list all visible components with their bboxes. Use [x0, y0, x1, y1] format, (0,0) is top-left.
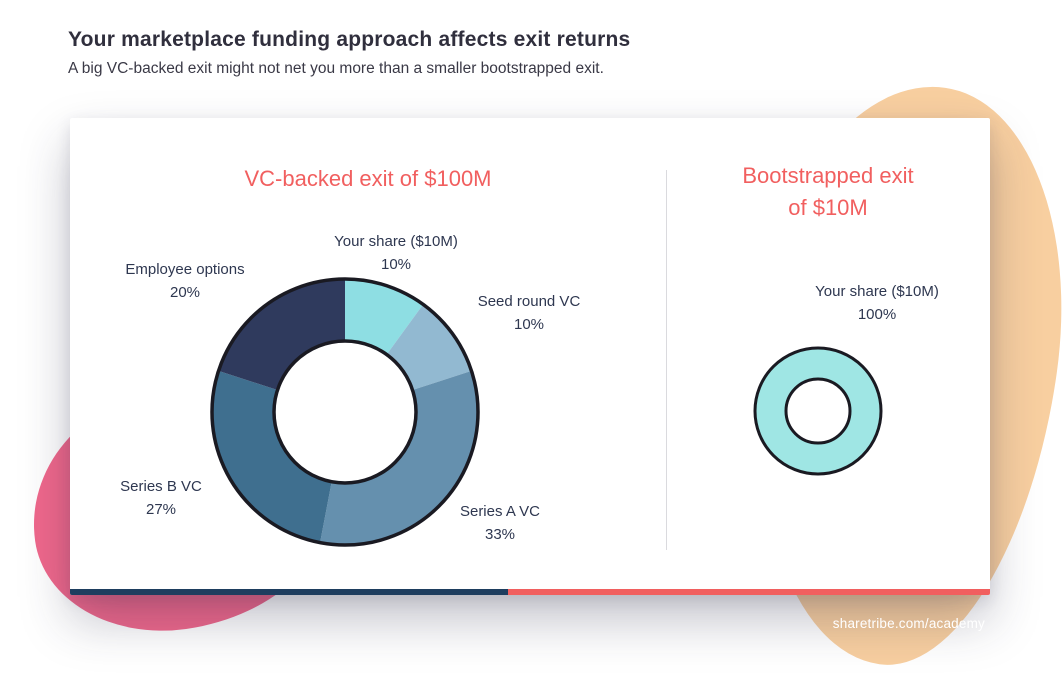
segment-label-text: Series A VC: [459, 503, 541, 520]
segment-label-series-a-vc: Series A VC 33%: [430, 500, 570, 546]
footer-link[interactable]: sharetribe.com/academy: [832, 616, 985, 631]
page-subtitle: A big VC-backed exit might not net you m…: [68, 60, 604, 77]
card-accent-bar: [70, 589, 990, 595]
segment-label-your-share-100: Your share ($10M) 100%: [787, 280, 967, 326]
bootstrapped-exit-title-line2: of $10M: [788, 195, 868, 220]
segment-pct-text: 10%: [380, 256, 412, 273]
section-divider: [666, 170, 667, 550]
segment-label-text: Seed round VC: [477, 293, 581, 310]
segment-pct-text: 10%: [513, 316, 545, 333]
segment-label-text: Employee options: [125, 261, 245, 278]
page-title: Your marketplace funding approach affect…: [68, 28, 631, 51]
segment-label-employee-options: Employee options 20%: [100, 258, 270, 304]
segment-label-text: Your share ($10M): [815, 283, 939, 300]
vc-exit-title: VC-backed exit of $100M: [244, 166, 492, 191]
segment-pct-text: 27%: [145, 501, 177, 518]
segment-pct-text: 20%: [169, 284, 201, 301]
bootstrapped-exit-title: Bootstrapped exit of $10M: [666, 160, 990, 224]
segment-label-text: Series B VC: [120, 478, 202, 495]
bootstrapped-exit-title-line1: Bootstrapped exit: [742, 163, 914, 188]
vc-exit-donut-chart: [210, 277, 480, 547]
segment-pct-text: 33%: [484, 526, 516, 543]
bootstrapped-donut-chart: [753, 346, 883, 476]
page-header: Your marketplace funding approach affect…: [68, 28, 630, 78]
segment-label-text: Your share ($10M): [334, 233, 458, 250]
accent-bar-red: [507, 589, 990, 595]
slide-card: VC-backed exit of $100M Bootstrapped exi…: [70, 118, 990, 595]
segment-label-series-b-vc: Series B VC 27%: [91, 475, 231, 521]
segment-label-your-share: Your share ($10M) 10%: [311, 230, 481, 276]
segment-label-seed-round-vc: Seed round VC 10%: [454, 290, 604, 336]
segment-pct-text: 100%: [857, 306, 897, 323]
accent-bar-navy: [70, 589, 508, 595]
